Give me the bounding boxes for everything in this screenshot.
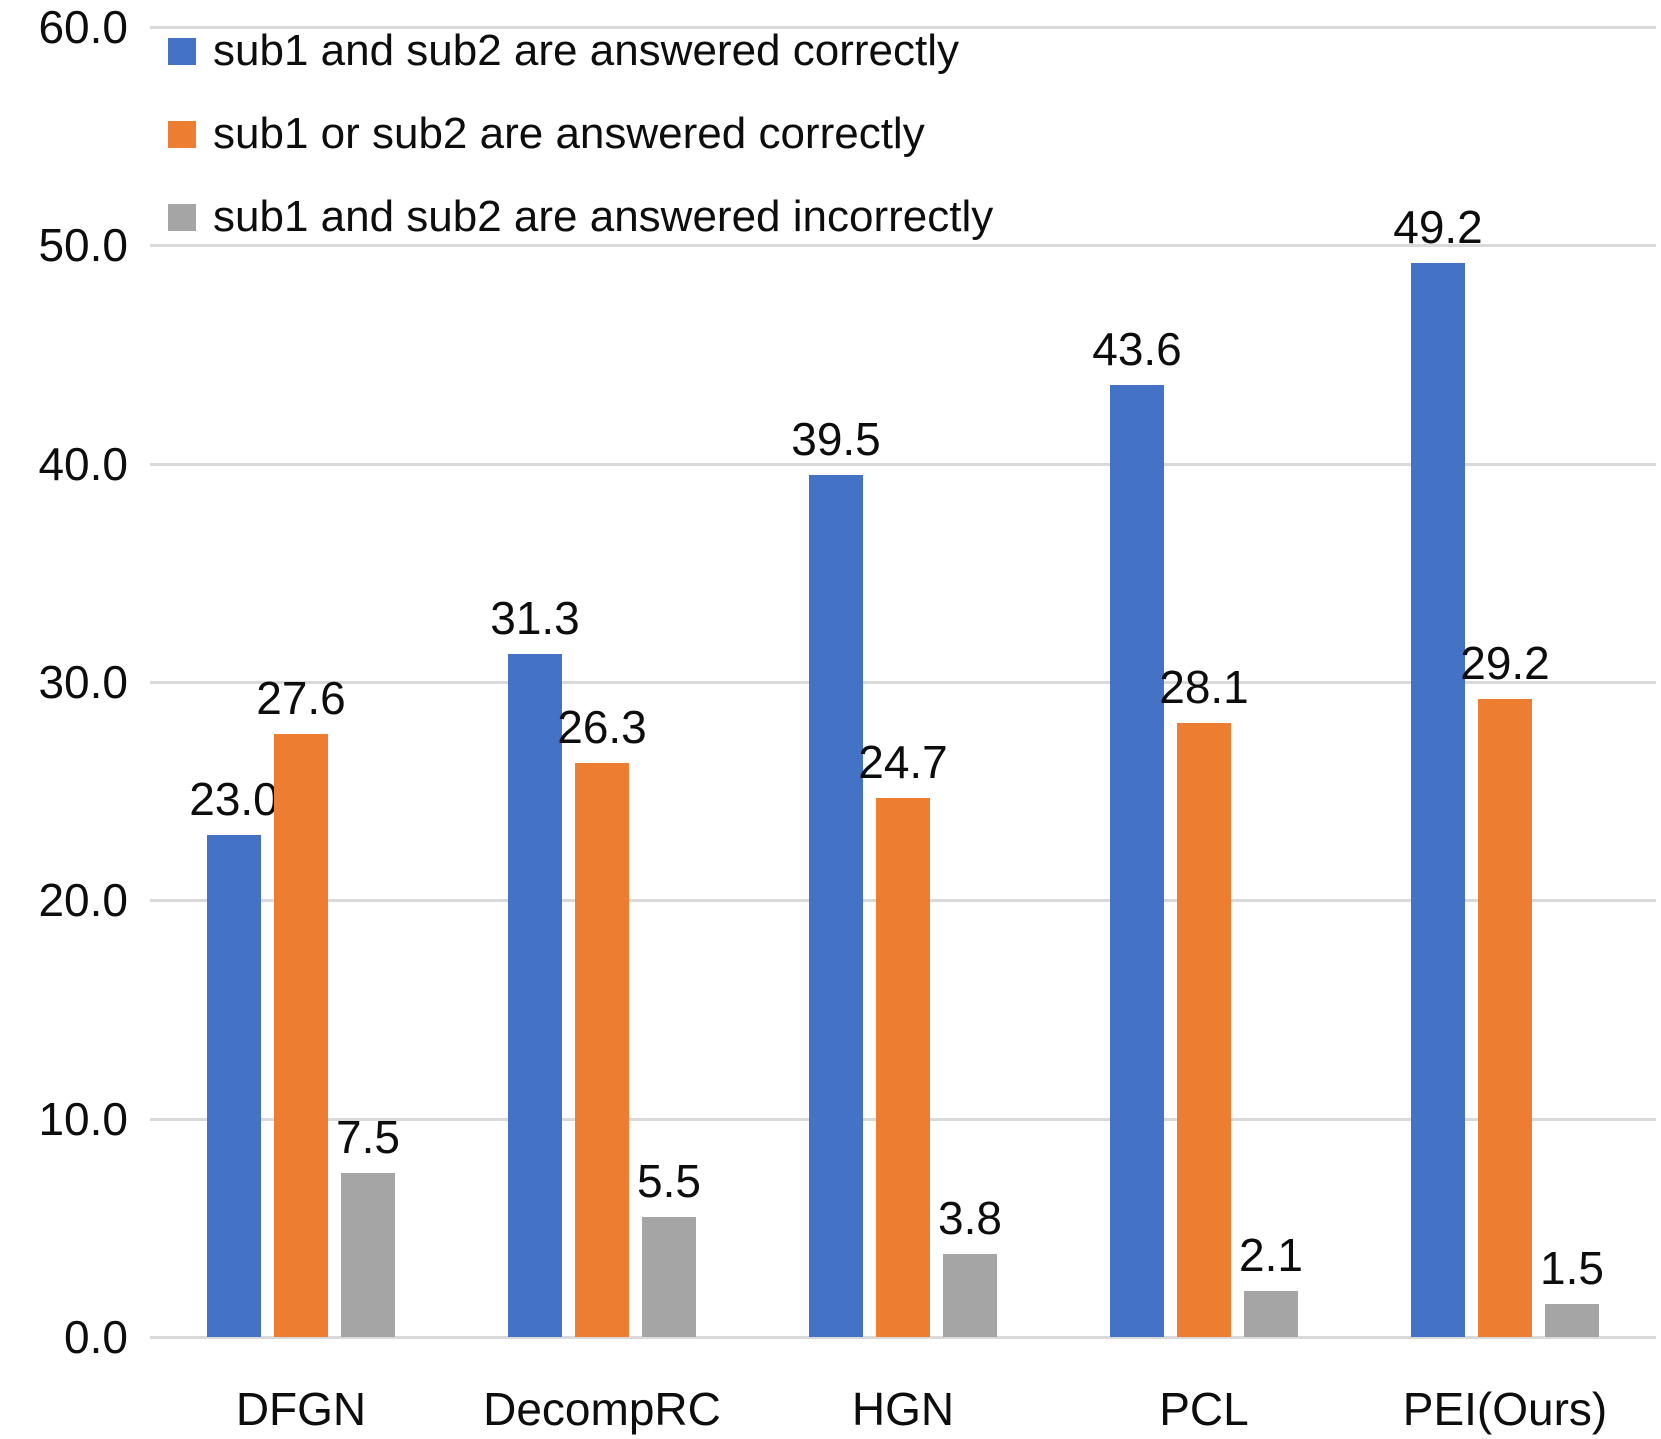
bar xyxy=(207,835,261,1337)
legend-color-swatch-icon xyxy=(168,203,196,231)
bar xyxy=(1411,263,1465,1337)
bar-value-label: 26.3 xyxy=(557,701,647,753)
bar-value-label: 3.8 xyxy=(938,1192,1002,1244)
bar-value-label: 23.0 xyxy=(189,773,279,825)
bar xyxy=(341,1173,395,1337)
bar-value-label: 24.7 xyxy=(858,736,948,788)
legend-color-swatch-icon xyxy=(168,120,196,148)
bar xyxy=(943,1254,997,1337)
bar xyxy=(1478,699,1532,1337)
bar xyxy=(274,734,328,1337)
bar xyxy=(642,1217,696,1337)
legend-color-swatch-icon xyxy=(168,37,196,65)
legend-item-label: sub1 or sub2 are answered correctly xyxy=(213,109,925,158)
gridline xyxy=(150,26,1656,29)
legend-item: sub1 and sub2 are answered incorrectly xyxy=(168,191,993,243)
bar-value-label: 7.5 xyxy=(336,1111,400,1163)
gridline xyxy=(150,463,1656,466)
x-axis-category-label: PEI(Ours) xyxy=(1402,1383,1608,1435)
bar-value-label: 1.5 xyxy=(1540,1242,1604,1294)
x-axis-category-label: DecompRC xyxy=(483,1383,721,1435)
bar xyxy=(508,654,562,1337)
bar-value-label: 27.6 xyxy=(256,672,346,724)
gridline xyxy=(150,681,1656,684)
bar-value-label: 49.2 xyxy=(1393,201,1483,253)
x-axis-category-label: PCL xyxy=(1159,1383,1249,1435)
bar-value-label: 2.1 xyxy=(1239,1229,1303,1281)
y-axis-tick-label: 0.0 xyxy=(64,1311,128,1363)
bar xyxy=(1177,723,1231,1337)
legend-item: sub1 or sub2 are answered correctly xyxy=(168,108,993,160)
x-axis-category-label: HGN xyxy=(851,1383,955,1435)
bar xyxy=(809,475,863,1337)
bar-value-label: 29.2 xyxy=(1460,637,1550,689)
bar-value-label: 39.5 xyxy=(791,413,881,465)
y-axis-tick-label: 30.0 xyxy=(38,656,128,708)
bar-value-label: 31.3 xyxy=(490,592,580,644)
legend-item-label: sub1 and sub2 are answered correctly xyxy=(213,26,959,75)
x-axis-line xyxy=(150,1336,1656,1339)
bar xyxy=(1110,385,1164,1337)
y-axis-tick-label: 50.0 xyxy=(38,219,128,271)
bar xyxy=(1545,1304,1599,1337)
bar xyxy=(876,798,930,1337)
y-axis-tick-label: 10.0 xyxy=(38,1093,128,1145)
gridline xyxy=(150,244,1656,247)
bar-value-label: 43.6 xyxy=(1092,323,1182,375)
x-axis-category-label: DFGN xyxy=(235,1383,367,1435)
chart-legend: sub1 and sub2 are answered correctly sub1… xyxy=(168,25,993,274)
bar xyxy=(575,763,629,1337)
bar-value-label: 5.5 xyxy=(637,1155,701,1207)
y-axis-tick-label: 40.0 xyxy=(38,438,128,490)
bar xyxy=(1244,1291,1298,1337)
bar-value-label: 28.1 xyxy=(1159,661,1249,713)
legend-item-label: sub1 and sub2 are answered incorrectly xyxy=(213,192,994,241)
y-axis-tick-label: 20.0 xyxy=(38,874,128,926)
legend-item: sub1 and sub2 are answered correctly xyxy=(168,25,993,77)
y-axis-tick-label: 60.0 xyxy=(38,1,128,53)
